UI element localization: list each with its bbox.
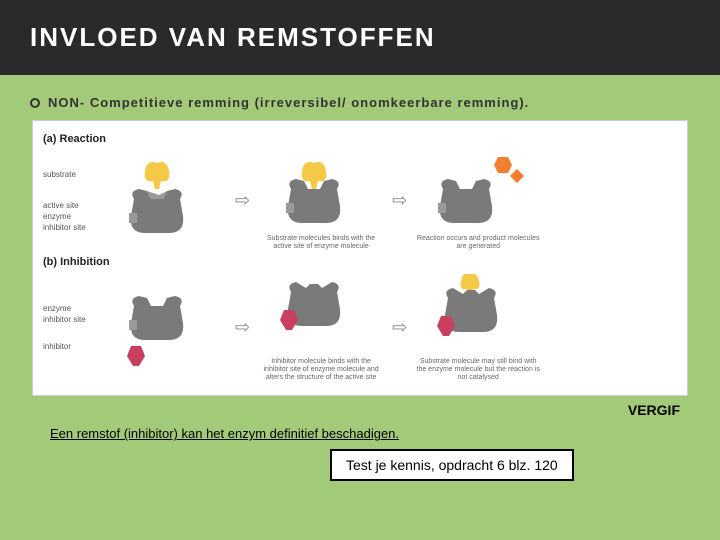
caption-b2: Inhibitor molecule binds with the inhibi… (259, 358, 384, 381)
diagram-container: (a) Reaction substrate active site enzym… (32, 120, 688, 396)
inhibition-cell-2: Inhibitor molecule binds with the inhibi… (256, 274, 386, 381)
enzyme-inhibitor-bound-icon (276, 274, 366, 354)
footer-text: Een remstof (inhibitor) kan het enzym de… (50, 426, 670, 441)
labels-b: enzyme inhibitor site inhibitor (43, 304, 93, 351)
subtitle-text: NON- Competitieve remming (irreversibel/… (48, 95, 529, 110)
label-enzyme: enzyme (43, 212, 71, 221)
reaction-cell-3: Reaction occurs and product molecules ar… (413, 151, 543, 250)
label-inhibitor-site: inhibitor site (43, 223, 86, 232)
arrow-icon: ⇨ (392, 190, 407, 211)
enzyme-inhibitor-separate-icon (119, 288, 209, 368)
reaction-cell-1 (99, 161, 229, 241)
slide-content: NON- Competitieve remming (irreversibel/… (0, 75, 720, 491)
caption-b3: Substrate molecule may still bind with t… (416, 358, 541, 381)
label-inhibitor-b: inhibitor (43, 342, 71, 351)
labels-a: substrate active site enzyme inhibitor s… (43, 170, 93, 232)
enzyme-substrate-separate-icon (119, 161, 209, 241)
vergif-row: VERGIF (30, 402, 680, 418)
label-inhibitor-site-b: inhibitor site (43, 315, 86, 324)
bullet-icon (30, 98, 40, 108)
section-a-title: (a) Reaction (43, 133, 677, 145)
arrow-icon: ⇨ (235, 190, 250, 211)
inhibition-row: enzyme inhibitor site inhibitor ⇨ Inhibi… (43, 274, 677, 381)
caption-a3: Reaction occurs and product molecules ar… (416, 235, 541, 250)
vergif-label: VERGIF (628, 402, 680, 418)
arrow-icon: ⇨ (235, 317, 250, 338)
reaction-cell-2: Substrate molecules binds with the activ… (256, 151, 386, 250)
arrow-icon: ⇨ (392, 317, 407, 338)
inhibition-cell-1 (99, 288, 229, 368)
caption-a2: Substrate molecules binds with the activ… (259, 235, 384, 250)
reaction-row: substrate active site enzyme inhibitor s… (43, 151, 677, 250)
inhibition-cell-3: Substrate molecule may still bind with t… (413, 274, 543, 381)
subtitle-row: NON- Competitieve remming (irreversibel/… (30, 95, 690, 110)
label-substrate: substrate (43, 170, 76, 179)
enzyme-products-icon (428, 151, 528, 231)
enzyme-inhibitor-substrate-icon (433, 274, 523, 354)
label-enzyme-b: enzyme (43, 304, 71, 313)
slide-header: INVLOED VAN REMSTOFFEN (0, 0, 720, 75)
callout-box: Test je kennis, opdracht 6 blz. 120 (330, 449, 574, 481)
label-active-site: active site (43, 201, 79, 210)
section-b-title: (b) Inhibition (43, 256, 677, 268)
slide-title: INVLOED VAN REMSTOFFEN (30, 22, 690, 53)
enzyme-substrate-bound-icon (276, 151, 366, 231)
